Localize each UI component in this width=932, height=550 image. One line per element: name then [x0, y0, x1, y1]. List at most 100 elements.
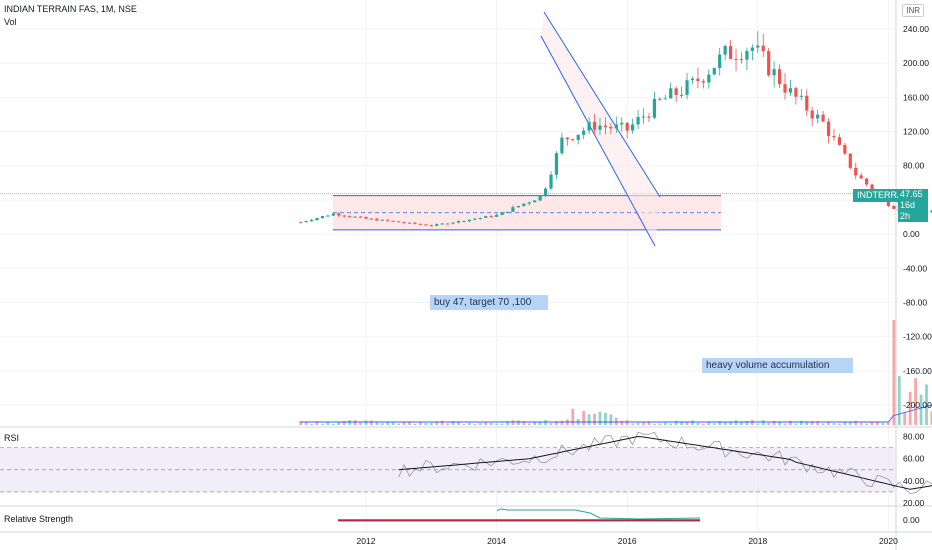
candle-body: [484, 216, 488, 218]
volume-bar: [473, 423, 477, 425]
volume-bar: [750, 420, 754, 425]
volume-bar: [712, 423, 716, 425]
price-tick-label: 240.00: [903, 24, 929, 34]
volume-bar: [506, 421, 509, 425]
candle-body: [440, 223, 444, 225]
candle-body: [810, 110, 814, 119]
candle-body: [527, 202, 531, 204]
volume-bar: [571, 408, 575, 425]
volume-bar: [680, 422, 684, 425]
candle-body: [707, 74, 711, 83]
volume-bar: [772, 420, 776, 425]
volume-bar: [674, 420, 678, 425]
volume-bar: [892, 320, 896, 425]
candle-body: [304, 221, 308, 223]
volume-bar: [429, 423, 433, 425]
price-tick-label: 120.00: [903, 127, 929, 137]
candle-body: [886, 198, 890, 206]
candle-body: [571, 139, 575, 141]
candle-body: [690, 78, 695, 81]
volume-bar: [478, 423, 482, 425]
candle-body: [407, 222, 412, 224]
candle-body: [467, 219, 471, 222]
volume-bar: [636, 422, 640, 425]
time-tick-label: 2016: [618, 536, 637, 546]
volume-bar: [560, 420, 564, 425]
volume-bar: [544, 420, 547, 425]
candle-body: [348, 216, 352, 218]
volume-bar: [620, 420, 624, 425]
volume-bar: [696, 423, 700, 425]
volume-bar: [511, 420, 515, 425]
candle-body: [641, 116, 646, 118]
symbol-tag: INDTERRAIN: [853, 189, 912, 202]
last-price-value: 47.65: [900, 189, 923, 199]
volume-bar: [310, 423, 313, 425]
candle-body: [538, 196, 542, 201]
volume-bar: [348, 420, 352, 425]
volume-bar: [718, 421, 722, 425]
candle-body: [870, 184, 874, 191]
candle-body: [620, 122, 624, 125]
candle-body: [397, 221, 401, 223]
candle-body: [750, 47, 754, 51]
rsi-label: RSI: [4, 433, 20, 443]
candle-body: [358, 216, 363, 218]
time-tick-label: 2014: [487, 536, 506, 546]
volume-bar: [821, 423, 825, 425]
volume-bar: [598, 411, 602, 425]
price-axis[interactable]: 240.00 200.00 160.00 120.00 80.00 40.00 0.00 -4…: [903, 24, 932, 525]
volume-bar: [745, 421, 749, 425]
candle-body: [582, 130, 586, 135]
time-axis[interactable]: 201220142016201820202022202420262028: [357, 536, 932, 546]
volume-bar: [593, 414, 596, 425]
volume-bar: [516, 420, 520, 425]
volume-bar: [707, 421, 711, 425]
volume-bar: [794, 423, 798, 425]
volume-bar: [908, 391, 912, 425]
channel-upper: [543, 11, 661, 198]
candle-body: [576, 134, 580, 140]
volume-bar: [903, 412, 907, 425]
volume-bar: [740, 422, 743, 425]
volume-bar: [408, 421, 411, 425]
rsi-tick-label: 40.00: [903, 476, 925, 486]
candle-body: [718, 54, 722, 69]
volume-bar: [919, 394, 923, 425]
channel-lower: [540, 35, 656, 247]
volume-bar: [663, 422, 667, 425]
volume-bar: [457, 421, 460, 425]
currency-badge[interactable]: INR: [902, 4, 924, 17]
candle-body: [767, 51, 771, 76]
candle-body: [505, 211, 510, 213]
candle-body: [652, 98, 657, 118]
volume-bar: [816, 421, 820, 425]
candle-body: [462, 220, 466, 222]
volume-bar: [304, 422, 308, 425]
volume-bar: [359, 422, 362, 425]
volume-bar: [337, 422, 341, 425]
volume-bar: [767, 422, 771, 425]
volume-bar: [669, 423, 673, 425]
candle-body: [728, 46, 733, 59]
candle-body: [353, 216, 357, 218]
candle-body: [429, 225, 433, 227]
volume-bar: [647, 421, 651, 425]
rsi-tick-label: 20.00: [903, 498, 925, 508]
volume-bar: [625, 420, 629, 425]
candle-body: [865, 178, 869, 185]
volume-bar: [315, 421, 319, 425]
volume-bar: [555, 421, 558, 425]
buy-note[interactable]: buy 47, target 70 ,100: [430, 295, 548, 310]
candle-body: [380, 219, 384, 221]
candle-body: [386, 219, 390, 221]
candle-body: [522, 203, 526, 206]
candle-body: [930, 210, 932, 213]
volume-note[interactable]: heavy volume accumulation: [702, 358, 853, 373]
candle-body: [837, 137, 842, 145]
time-tick-label: 2012: [357, 536, 376, 546]
candle-body: [663, 98, 667, 100]
candle-body: [402, 222, 406, 224]
candle-body: [821, 114, 825, 122]
